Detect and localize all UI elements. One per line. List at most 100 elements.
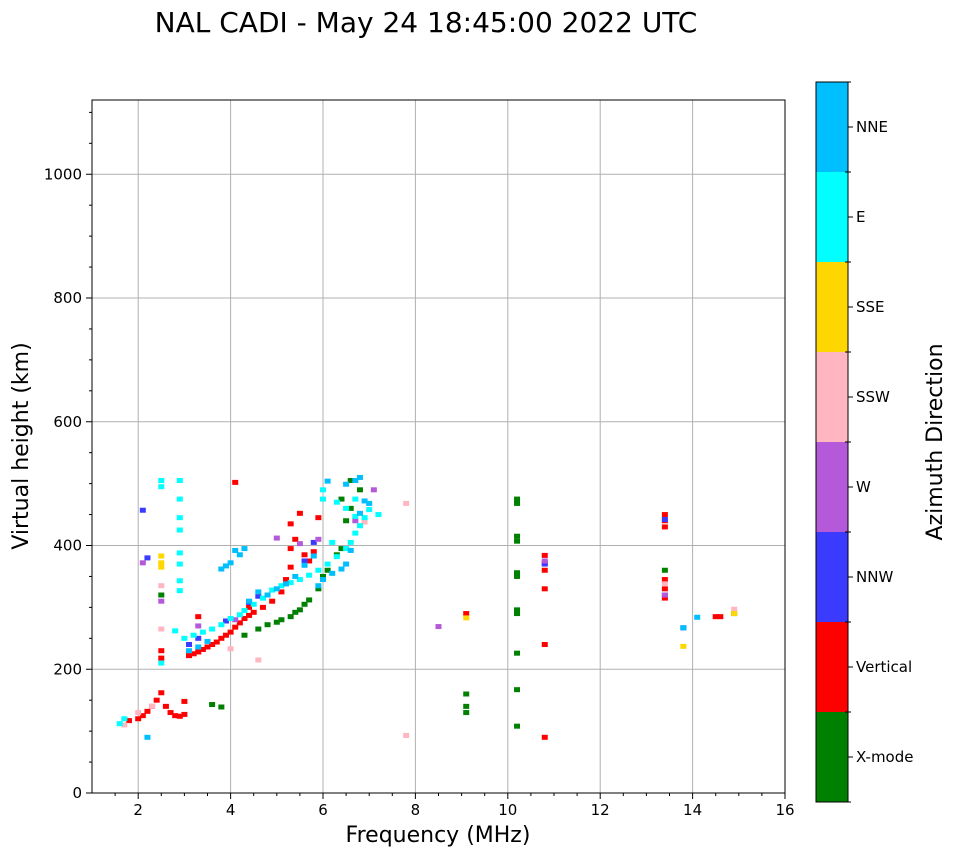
colorbar-tick-label: W <box>856 478 871 496</box>
x-tick-label: 12 <box>591 801 610 819</box>
data-point-sse <box>158 564 165 570</box>
data-point-e <box>176 515 183 521</box>
data-point-w <box>661 592 668 598</box>
data-point-nnw <box>661 517 668 523</box>
data-point-vertical <box>283 577 290 583</box>
data-point-vertical <box>541 734 548 740</box>
data-point-nne <box>680 625 687 631</box>
data-point-sse <box>680 643 687 649</box>
data-point-w <box>158 598 165 604</box>
data-point-nne <box>338 566 345 572</box>
data-point-nnw <box>541 561 548 567</box>
data-point-sse <box>158 560 165 566</box>
data-point-e <box>176 561 183 567</box>
data-point-e <box>121 716 128 722</box>
data-point-vertical <box>167 710 174 716</box>
data-point-nne <box>232 547 239 553</box>
data-point-vertical <box>181 711 188 717</box>
data-point-nne <box>246 598 253 604</box>
data-point-vertical <box>306 558 313 564</box>
data-point-vertical <box>204 644 211 650</box>
data-point-e <box>176 496 183 502</box>
data-point-e <box>366 507 373 513</box>
colorbar-segment-nnw <box>816 532 848 622</box>
data-point-x-mode <box>356 487 363 493</box>
data-point-vertical <box>287 546 294 552</box>
data-point-nne <box>361 498 368 504</box>
data-point-e <box>375 512 382 518</box>
data-point-nne <box>310 553 317 559</box>
colorbar-tick-label: X-mode <box>856 748 913 766</box>
data-point-nnw <box>301 558 308 564</box>
data-point-nnw <box>139 507 146 513</box>
data-point-vertical <box>181 698 188 704</box>
data-point-nne <box>186 648 193 654</box>
data-point-e <box>343 546 350 552</box>
data-point-w <box>195 623 202 629</box>
data-point-vertical <box>287 564 294 570</box>
colorbar-segment-sse <box>816 262 848 352</box>
data-point-vertical <box>195 649 202 655</box>
data-point-sse <box>158 553 165 559</box>
data-point-ssw <box>403 500 410 506</box>
data-point-ssw <box>227 646 234 652</box>
x-axis-ticks: 2 4 6 8 10 12 14 16 <box>114 793 795 819</box>
data-point-e <box>116 721 123 727</box>
data-point-vertical <box>158 648 165 654</box>
x-tick-label: 16 <box>775 801 794 819</box>
data-point-nne <box>241 546 248 552</box>
data-point-vertical <box>661 595 668 601</box>
data-point-x-mode <box>292 609 299 615</box>
data-point-vertical <box>172 713 179 719</box>
x-tick-label: 8 <box>411 801 421 819</box>
data-point-nne <box>195 644 202 650</box>
data-point-vertical <box>541 552 548 558</box>
x-axis-label: Frequency (MHz) <box>346 823 531 848</box>
data-point-w <box>296 541 303 547</box>
data-point-e <box>176 527 183 533</box>
data-point-x-mode <box>338 496 345 502</box>
data-point-vertical <box>712 614 719 620</box>
data-point-e <box>181 635 188 641</box>
data-point-x-mode <box>320 573 326 579</box>
data-point-vertical <box>218 635 225 641</box>
data-point-vertical <box>296 510 303 516</box>
data-point-x-mode <box>661 567 668 573</box>
data-point-nne <box>343 481 350 487</box>
data-point-vertical <box>186 653 193 659</box>
data-point-e <box>227 616 234 622</box>
data-point-w <box>139 560 146 566</box>
data-point-nne <box>343 561 350 567</box>
data-point-nnw <box>222 618 229 624</box>
y-tick-label: 800 <box>53 289 82 307</box>
data-point-x-mode <box>514 650 521 656</box>
data-point-nne <box>356 510 363 516</box>
data-point-vertical <box>199 646 206 652</box>
data-point-e <box>176 588 183 594</box>
data-point-w <box>541 558 548 564</box>
data-point-x-mode <box>278 617 285 623</box>
colorbar-tick-label: NNE <box>856 118 888 136</box>
data-point-vertical <box>541 567 548 573</box>
plot-area <box>92 100 785 793</box>
data-point-x-mode <box>218 704 225 710</box>
y-tick-label: 600 <box>53 413 82 431</box>
data-point-x-mode <box>347 478 354 484</box>
data-point-vertical <box>246 612 253 618</box>
data-point-vertical <box>661 577 668 583</box>
data-point-e <box>333 554 340 560</box>
x-tick-label: 4 <box>226 801 236 819</box>
data-point-nne <box>315 583 322 589</box>
data-point-w <box>315 536 322 542</box>
data-point-e <box>236 612 243 618</box>
data-point-x-mode <box>273 619 280 625</box>
data-point-x-mode <box>241 632 248 638</box>
data-point-x-mode <box>343 518 350 524</box>
colorbar-segment-e <box>816 172 848 262</box>
data-point-x-mode <box>514 496 521 502</box>
data-point-vertical <box>301 552 308 558</box>
data-point-vertical <box>292 536 299 542</box>
data-point-e <box>176 550 183 556</box>
data-point-vertical <box>246 604 253 610</box>
